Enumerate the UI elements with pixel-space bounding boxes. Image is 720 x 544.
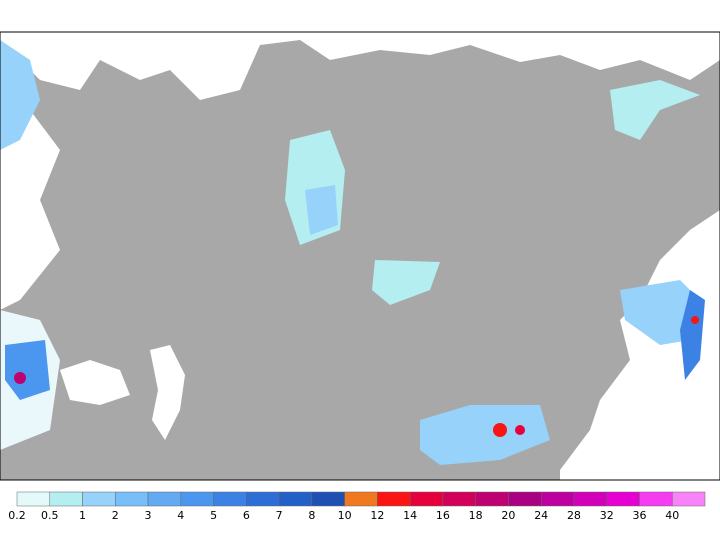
legend-swatch (639, 491, 673, 507)
legend-swatch (82, 491, 116, 507)
pacific-ocean (560, 210, 720, 480)
black-sea (60, 360, 130, 405)
legend-label: 32 (600, 509, 614, 522)
legend-swatch (606, 491, 640, 507)
legend-swatch (508, 491, 542, 507)
legend-swatch (475, 491, 509, 507)
legend-swatch (377, 491, 411, 507)
precip-area (493, 423, 507, 437)
legend-label: 2 (112, 509, 119, 522)
precip-area (14, 372, 26, 384)
legend-label: 20 (501, 509, 515, 522)
precip-area (680, 290, 705, 380)
legend-swatch (311, 491, 345, 507)
baltic (0, 100, 60, 310)
precip-area (372, 260, 440, 305)
legend-label: 6 (243, 509, 250, 522)
map (0, 31, 720, 481)
caspian-sea (150, 345, 185, 440)
legend-swatch (278, 491, 313, 507)
legend-swatch (180, 491, 214, 507)
legend-swatch (344, 491, 378, 507)
legend-label: 0.5 (41, 509, 59, 522)
legend-label: 16 (436, 509, 450, 522)
legend-label: 28 (567, 509, 581, 522)
legend-label: 0.2 (8, 509, 26, 522)
legend-label: 10 (338, 509, 352, 522)
map-frame (0, 31, 720, 481)
legend-swatch (540, 491, 575, 507)
precip-area (305, 185, 338, 235)
legend-label: 12 (370, 509, 384, 522)
legend-swatch (147, 491, 182, 507)
legend-label: 7 (276, 509, 283, 522)
legend-label: 8 (308, 509, 315, 522)
legend-swatch (409, 491, 444, 507)
legend-label: 14 (403, 509, 417, 522)
legend-label: 3 (145, 509, 152, 522)
legend-swatch (115, 491, 149, 507)
arctic-ocean (0, 32, 720, 100)
legend-swatch (16, 491, 51, 507)
precip-area (0, 40, 40, 150)
precip-area (420, 405, 550, 465)
precip-area (515, 425, 525, 435)
legend-swatch (49, 491, 83, 507)
precip-area (5, 340, 50, 400)
legend-swatch (671, 491, 706, 507)
legend-swatch (246, 491, 280, 507)
legend-label: 40 (665, 509, 679, 522)
legend-label: 36 (632, 509, 646, 522)
legend-swatch (573, 491, 607, 507)
precip-area (610, 80, 700, 140)
legend-label: 1 (79, 509, 86, 522)
legend-label: 4 (177, 509, 184, 522)
precip-area (691, 316, 699, 324)
legend-swatch (213, 491, 247, 507)
legend-label: 18 (469, 509, 483, 522)
legend-label: 5 (210, 509, 217, 522)
legend-swatch (442, 491, 476, 507)
precip-area (620, 280, 700, 345)
legend: 0.2 0.5 1 2 3 4 5 6 7 8 10 12 14 16 18 20 24 28 32 36 40 (8, 491, 706, 522)
legend-label: 24 (534, 509, 548, 522)
